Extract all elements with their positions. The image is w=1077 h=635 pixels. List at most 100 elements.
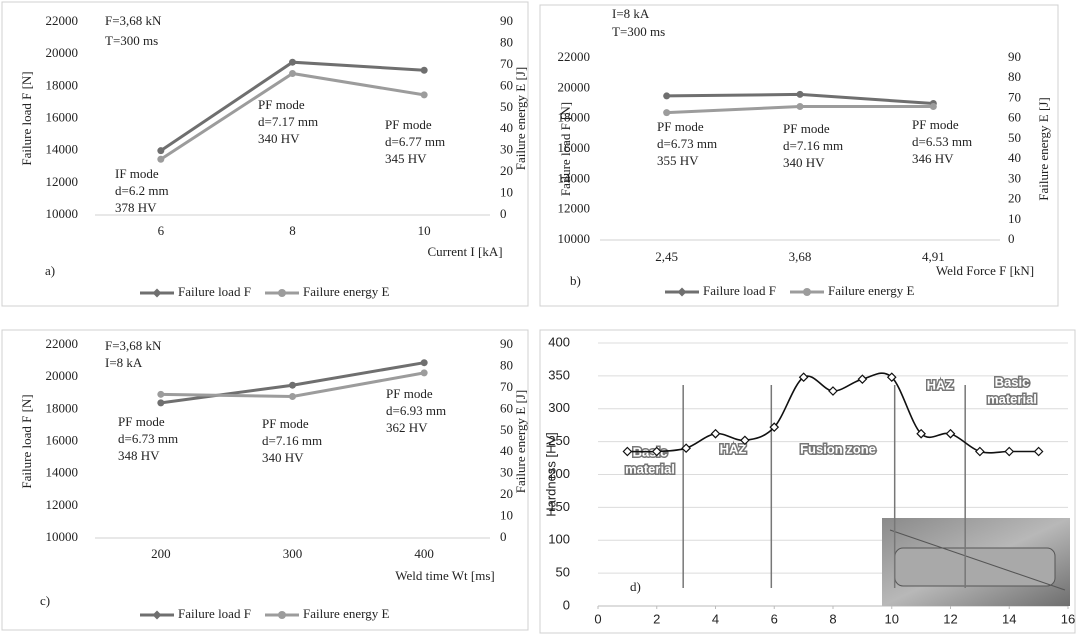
y2-tick-label: 70 [500, 56, 513, 71]
x-tick-label: 8 [829, 611, 836, 626]
y2-tick-label: 20 [500, 486, 513, 501]
data-point [945, 428, 956, 439]
annotation: d=6.77 mm [385, 134, 445, 149]
y2-tick-label: 80 [500, 34, 513, 49]
y2-tick-label: 80 [500, 357, 513, 372]
legend-marker [677, 287, 687, 297]
y-tick-label: 400 [548, 334, 570, 349]
data-point [975, 446, 985, 457]
y2-tick-label: 40 [500, 443, 513, 458]
y2-tick-label: 60 [1008, 110, 1021, 125]
y-tick-label: 18000 [46, 77, 79, 92]
y-tick-label: 50 [556, 565, 570, 580]
x-axis-label: Current I [kA] [427, 244, 502, 259]
legend-marker [152, 610, 162, 620]
panel-border [1, 329, 529, 631]
annotation: d=7.16 mm [783, 138, 843, 153]
data-point [681, 443, 691, 454]
annotation: 346 HV [912, 151, 954, 166]
data-point [916, 428, 926, 439]
legend-label: Failure load F [178, 284, 251, 299]
legend-label: Failure energy E [828, 283, 914, 298]
annotation: 345 HV [385, 151, 427, 166]
annotation: 348 HV [118, 448, 160, 463]
annotation: IF mode [115, 166, 159, 181]
panel-border [1, 1, 529, 307]
y-tick-label: 0 [563, 597, 570, 612]
zone-label: Fusion zone [800, 441, 876, 456]
micrograph-interface [889, 529, 1066, 591]
y-tick-label: 18000 [558, 110, 591, 125]
data-point [289, 381, 296, 389]
data-point [420, 359, 428, 367]
y-tick-label: 18000 [46, 400, 79, 415]
y-tick-label: 12000 [46, 174, 79, 189]
annotation: 340 HV [783, 155, 825, 170]
annotation: d=6.73 mm [657, 136, 717, 151]
y-tick-label: 350 [548, 367, 570, 382]
annotation: d=6.93 mm [386, 403, 446, 418]
data-point [929, 103, 937, 111]
y2-tick-label: 50 [500, 99, 513, 114]
data-point [1033, 446, 1044, 457]
annotation: PF mode [912, 117, 959, 132]
y2-tick-label: 20 [1008, 191, 1021, 206]
annotation: d=6.2 mm [115, 183, 169, 198]
annotation: 340 HV [258, 131, 300, 146]
data-point [1004, 446, 1015, 457]
data-point [157, 147, 165, 155]
x-tick-label: 400 [414, 546, 434, 561]
data-point [289, 392, 296, 400]
legend-label: Failure energy E [303, 606, 389, 621]
data-point [828, 386, 838, 396]
x-tick-label: 6 [771, 611, 778, 626]
data-point [886, 372, 897, 383]
x-axis-label: Weld time Wt [ms] [395, 568, 494, 583]
y-tick-label: 20000 [46, 45, 79, 60]
y2-tick-label: 50 [1008, 130, 1021, 145]
annotation: PF mode [258, 97, 305, 112]
y-tick-label: 100 [548, 532, 570, 547]
y-tick-label: 22000 [46, 336, 79, 351]
annotation: 340 HV [262, 450, 304, 465]
y-tick-label: 16000 [46, 432, 79, 447]
y2-axis-label: Failure energy E [J] [513, 390, 528, 493]
data-point [663, 92, 671, 100]
data-point [796, 103, 804, 111]
y2-tick-label: 0 [1008, 231, 1015, 246]
y2-tick-label: 30 [1008, 170, 1021, 185]
y2-tick-label: 50 [500, 422, 513, 437]
annotation: PF mode [386, 386, 433, 401]
annotation: 362 HV [386, 420, 428, 435]
y2-tick-label: 80 [1008, 69, 1021, 84]
y-tick-label: 14000 [46, 465, 79, 480]
y-tick-label: 10000 [46, 529, 79, 544]
data-point [798, 372, 809, 383]
data-point [420, 66, 428, 74]
y2-axis-label: Failure energy E [J] [513, 67, 528, 170]
y2-tick-label: 0 [500, 529, 507, 544]
y-tick-label: 10000 [46, 206, 79, 221]
data-point [157, 399, 165, 407]
data-point [289, 69, 296, 77]
data-point [740, 435, 750, 446]
x-tick-label: 16 [1061, 611, 1075, 626]
legend-label: Failure load F [178, 606, 251, 621]
data-point [289, 58, 296, 66]
annotation: F=3,68 kN [105, 338, 162, 353]
x-tick-label: 2 [653, 611, 660, 626]
x-tick-label: 3,68 [789, 249, 812, 264]
legend-marker [803, 288, 811, 296]
annotation: T=300 ms [105, 33, 158, 48]
legend-label: Failure energy E [303, 284, 389, 299]
y-tick-label: 200 [548, 466, 570, 481]
y-tick-label: 22000 [558, 49, 591, 64]
annotation: d=6.73 mm [118, 431, 178, 446]
y-tick-label: 20000 [558, 79, 591, 94]
data-point [420, 91, 428, 99]
y2-axis-label: Failure energy E [J] [1036, 97, 1051, 200]
annotation: d=6.53 mm [912, 134, 972, 149]
zone-label: Basic [995, 374, 1030, 389]
zone-label: material [625, 461, 675, 476]
